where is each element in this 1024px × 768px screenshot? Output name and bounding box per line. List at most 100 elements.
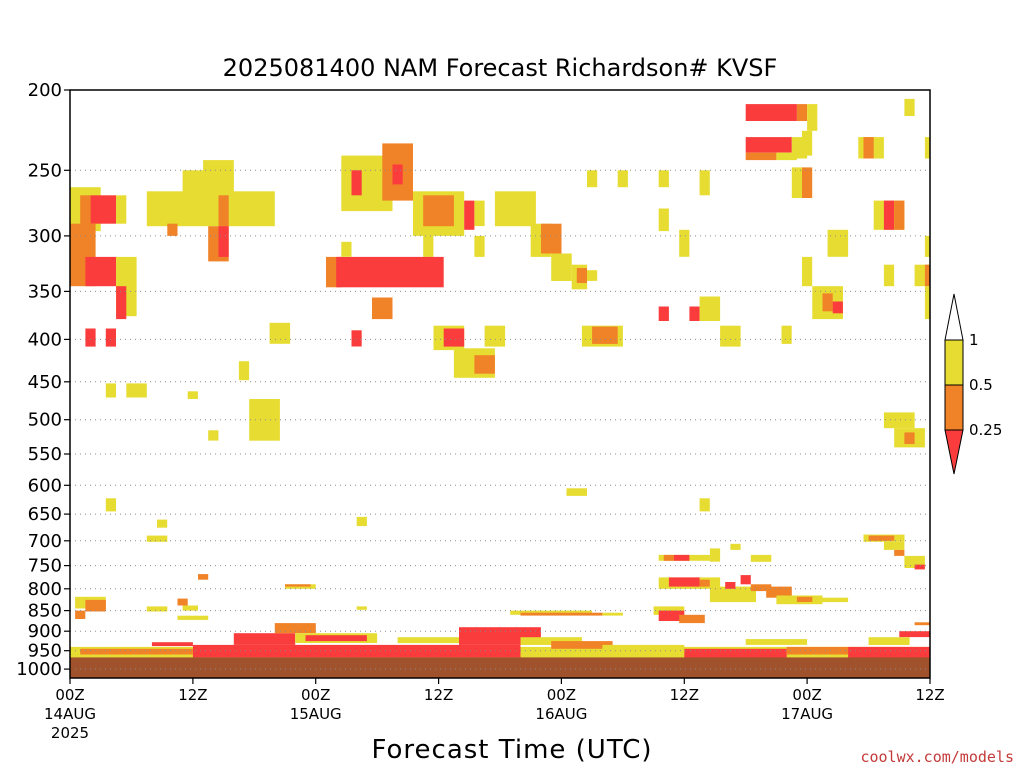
y-tick-label: 800 <box>28 579 62 600</box>
heatmap-cell <box>684 648 787 658</box>
heatmap-cell <box>351 170 362 196</box>
heatmap-cell <box>218 226 229 257</box>
heatmap-cell <box>776 152 797 161</box>
heatmap-cell <box>602 612 623 616</box>
credit-link[interactable]: coolwx.com/models <box>860 748 1014 766</box>
heatmap-cell <box>725 582 736 589</box>
heatmap-cell <box>203 160 234 188</box>
heatmap-cell <box>674 554 690 561</box>
heatmap-cell <box>766 586 792 598</box>
heatmap-cell <box>796 596 813 602</box>
heatmap-cell <box>740 575 751 585</box>
y-tick-label: 950 <box>28 641 62 662</box>
y-tick-label: 750 <box>28 556 62 577</box>
heatmap-cell <box>85 599 106 612</box>
heatmap-cell <box>587 170 598 188</box>
heatmap-cell <box>709 548 721 562</box>
heatmap-cell <box>781 325 792 344</box>
heatmap-cell <box>167 223 178 236</box>
heatmap-cell <box>223 191 275 227</box>
heatmap-cell <box>914 622 930 626</box>
heatmap-cell <box>914 564 925 570</box>
heatmap-cell <box>802 167 813 198</box>
heatmap-cell <box>218 195 229 227</box>
y-tick-label: 400 <box>28 329 62 350</box>
heatmap-cell <box>351 330 362 347</box>
colorbar-bin <box>944 339 964 386</box>
x-tick-time-label: 12Z <box>424 686 453 704</box>
heatmap-cell <box>484 325 506 347</box>
x-tick-date-label: 15AUG <box>290 705 342 723</box>
heatmap-cell <box>899 631 930 638</box>
heatmap-cell <box>699 296 721 321</box>
heatmap-cell <box>592 326 618 344</box>
heatmap-cell <box>356 606 367 610</box>
y-tick-label: 450 <box>28 372 62 393</box>
heatmap-cell <box>423 235 434 257</box>
x-tick-date-label: 16AUG <box>535 705 587 723</box>
heatmap-cell <box>187 391 198 399</box>
heatmap-cell <box>274 623 316 634</box>
heatmap-cell <box>494 191 536 227</box>
x-tick-time-label: 00Z <box>792 686 821 704</box>
heatmap-cell <box>668 577 700 587</box>
heatmap-cell <box>699 579 710 587</box>
heatmap-cell <box>126 383 147 398</box>
heatmap-cell <box>464 200 475 230</box>
x-tick-year-label: 2025 <box>51 724 89 742</box>
heatmap-cell <box>863 137 874 159</box>
heatmap-cell <box>392 164 403 185</box>
heatmap-cell <box>116 286 127 320</box>
heatmap-cell <box>658 170 669 188</box>
x-tick-time-label: 00Z <box>301 686 330 704</box>
x-tick-time-label: 12Z <box>670 686 699 704</box>
heatmap-cell <box>474 200 485 227</box>
y-axis: 200 250 300 350 400 450 500 550 600 650 700 7508008… <box>16 80 70 680</box>
heatmap-cell <box>85 256 117 287</box>
y-tick-label: 350 <box>28 281 62 302</box>
heatmap-cell <box>720 325 741 347</box>
heatmap-cell <box>658 610 685 621</box>
heatmap-cell <box>883 412 915 429</box>
heatmap-cell <box>796 104 808 121</box>
heatmap-cell <box>576 268 587 283</box>
y-tick-label: 900 <box>28 621 62 642</box>
heatmap-cell <box>924 286 930 320</box>
heatmap-cell <box>924 137 930 159</box>
y-tick-label: 550 <box>28 444 62 465</box>
heatmap-cell <box>105 383 116 398</box>
heatmap-cell <box>90 195 117 224</box>
y-tick-label: 700 <box>28 531 62 552</box>
y-tick-label: 200 <box>28 80 62 101</box>
plot-frame <box>69 89 931 679</box>
heatmap-cell <box>745 639 808 645</box>
heatmap-cell <box>336 256 444 288</box>
heatmap-cell <box>341 241 352 257</box>
heatmap-cell <box>745 104 797 121</box>
heatmap-cell <box>883 264 895 287</box>
heatmap-cell <box>827 229 849 257</box>
heatmap-cell <box>658 306 669 321</box>
heatmap-cell <box>699 498 710 512</box>
x-tick-date-label: 14AUG <box>44 705 96 723</box>
heatmap-cell <box>116 195 127 224</box>
heatmap-cell <box>658 208 669 232</box>
x-tick-time-label: 12Z <box>915 686 944 704</box>
y-tick-label: 250 <box>28 160 62 181</box>
x-tick-time-label: 00Z <box>55 686 84 704</box>
x-axis-title: Forecast Time (UTC) <box>371 735 652 765</box>
heatmap-cell <box>904 98 915 116</box>
heatmap-cell <box>510 610 593 615</box>
heatmap-cell <box>679 229 690 257</box>
heatmap-cell <box>868 637 910 645</box>
y-tick-label: 500 <box>28 410 62 431</box>
heatmap-cell <box>146 535 168 542</box>
heatmap-cell <box>832 301 843 314</box>
heatmap-cell <box>182 605 198 611</box>
heatmap-cell <box>802 130 813 156</box>
heatmap-cell <box>305 635 367 642</box>
heatmap-cell <box>791 167 802 198</box>
heatmap-cell <box>709 586 756 603</box>
